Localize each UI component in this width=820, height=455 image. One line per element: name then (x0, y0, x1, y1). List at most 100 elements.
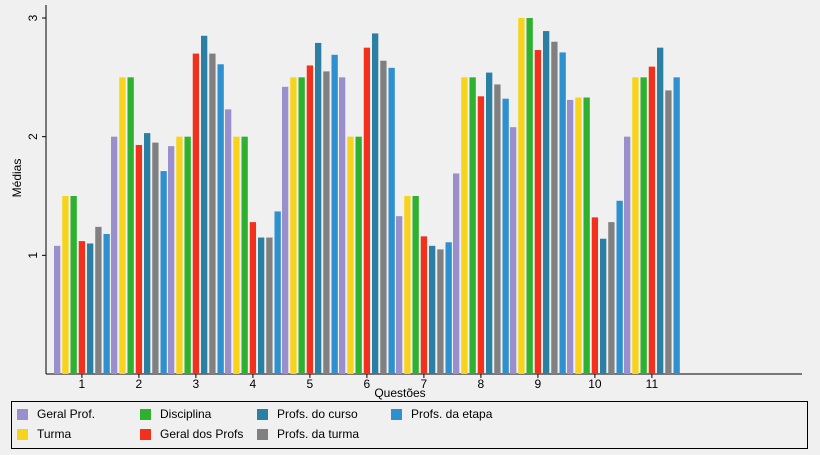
bar-q10-s3 (583, 97, 590, 374)
bar-q6-s5 (372, 33, 379, 375)
bar-q6-s7 (388, 67, 395, 374)
bar-q2-s7 (160, 171, 167, 374)
x-tick-label: 9 (535, 377, 542, 391)
bar-q2-s3 (127, 77, 134, 374)
legend-swatch (391, 408, 402, 420)
x-tick-label: 11 (646, 377, 659, 391)
legend-label: Profs. da etapa (411, 407, 493, 421)
bar-q11-s7 (673, 77, 680, 374)
legend-label: Turma (37, 427, 72, 441)
legend-swatch (257, 408, 268, 420)
bar-q4-s5 (258, 237, 265, 374)
bar-q5-s2 (290, 77, 297, 374)
bar-q1-s7 (103, 233, 110, 374)
x-tick-label: 5 (307, 377, 314, 391)
bars-group (54, 18, 680, 375)
x-tick-label: 8 (478, 377, 485, 391)
legend-label: Disciplina (160, 407, 212, 421)
bar-q10-s7 (616, 200, 623, 374)
bar-q10-s1 (567, 99, 574, 374)
bar-q6-s4 (363, 47, 371, 375)
legend-item: Profs. da turma (257, 427, 359, 441)
x-tick-label: 3 (193, 377, 200, 391)
legend-item: Profs. da etapa (391, 407, 492, 421)
bar-q7-s4 (420, 236, 428, 374)
bar-q8-s1 (453, 173, 460, 374)
bar-q6-s6 (380, 60, 387, 374)
legend-item: Geral Prof. (17, 407, 95, 421)
legend: Geral Prof. Turma Disciplina Geral dos Prof… (11, 401, 808, 449)
bar-q11-s1 (624, 136, 631, 374)
bar-q8-s2 (461, 77, 468, 374)
bar-q7-s7 (445, 242, 452, 374)
bar-q3-s7 (217, 64, 224, 374)
bar-q2-s4 (135, 144, 143, 374)
bar-q7-s2 (404, 196, 411, 374)
bar-q8-s3 (469, 77, 476, 374)
bar-q9-s5 (543, 31, 550, 375)
bar-q7-s5 (429, 245, 436, 374)
bar-q5-s4 (306, 65, 314, 374)
bar-q3-s5 (201, 35, 208, 375)
legend-swatch (257, 428, 268, 440)
bar-q10-s5 (600, 238, 607, 374)
bar-q5-s3 (298, 77, 305, 374)
bar-q4-s6 (266, 237, 273, 374)
bar-q2-s5 (144, 133, 151, 374)
x-tick-label: 1 (79, 377, 86, 391)
bar-q8-s4 (477, 96, 485, 374)
y-tick-label: 2 (26, 133, 40, 140)
bar-q1-s4 (78, 241, 86, 374)
y-axis-label: Médias (10, 159, 24, 198)
bar-q4-s3 (241, 136, 248, 374)
bar-q9-s3 (526, 18, 533, 374)
bar-q6-s1 (339, 77, 346, 374)
bar-q7-s6 (437, 249, 444, 374)
bar-q4-s7 (274, 211, 281, 374)
legend-swatch (140, 408, 151, 420)
bar-q3-s3 (184, 136, 191, 374)
x-tick-label: 4 (250, 377, 257, 391)
bar-q6-s3 (355, 136, 362, 374)
bar-q1-s5 (87, 243, 94, 374)
x-tick-label: 7 (421, 377, 428, 391)
legend-item: Geral dos Profs (140, 427, 243, 441)
bar-q1-s2 (62, 196, 69, 374)
bar-q4-s4 (249, 222, 257, 374)
bar-q11-s4 (648, 66, 656, 375)
legend-swatch (17, 428, 28, 440)
bar-q2-s6 (152, 142, 159, 374)
bar-q5-s1 (282, 86, 289, 374)
legend-label: Geral Prof. (37, 407, 96, 421)
legend-item: Turma (17, 427, 71, 441)
bar-q3-s6 (209, 53, 216, 374)
bar-q9-s7 (559, 52, 566, 374)
bar-q3-s4 (192, 53, 200, 374)
bar-q5-s6 (323, 71, 330, 375)
bar-q1-s3 (70, 196, 77, 374)
legend-label: Profs. da turma (277, 427, 360, 441)
y-tick-label: 3 (26, 14, 40, 21)
bar-q8-s5 (486, 72, 493, 374)
bar-q11-s5 (657, 47, 664, 375)
bar-q6-s2 (347, 136, 354, 374)
x-tick-label: 6 (364, 377, 371, 391)
y-tick-label: 1 (26, 252, 40, 259)
bar-q8-s6 (494, 84, 501, 374)
x-tick-label: 10 (588, 377, 602, 391)
bar-q3-s1 (168, 146, 175, 374)
bar-q8-s7 (502, 98, 509, 374)
bar-q5-s7 (331, 54, 338, 374)
bar-q7-s3 (412, 196, 419, 374)
bar-q11-s3 (640, 77, 647, 374)
bar-q11-s2 (632, 77, 639, 374)
bar-q5-s5 (315, 42, 322, 375)
bar-q4-s2 (233, 136, 240, 374)
bar-q2-s1 (111, 136, 118, 374)
bar-q10-s2 (575, 97, 582, 374)
bar-q4-s1 (225, 109, 232, 375)
bar-q9-s6 (551, 41, 558, 374)
bar-q7-s1 (396, 216, 403, 374)
